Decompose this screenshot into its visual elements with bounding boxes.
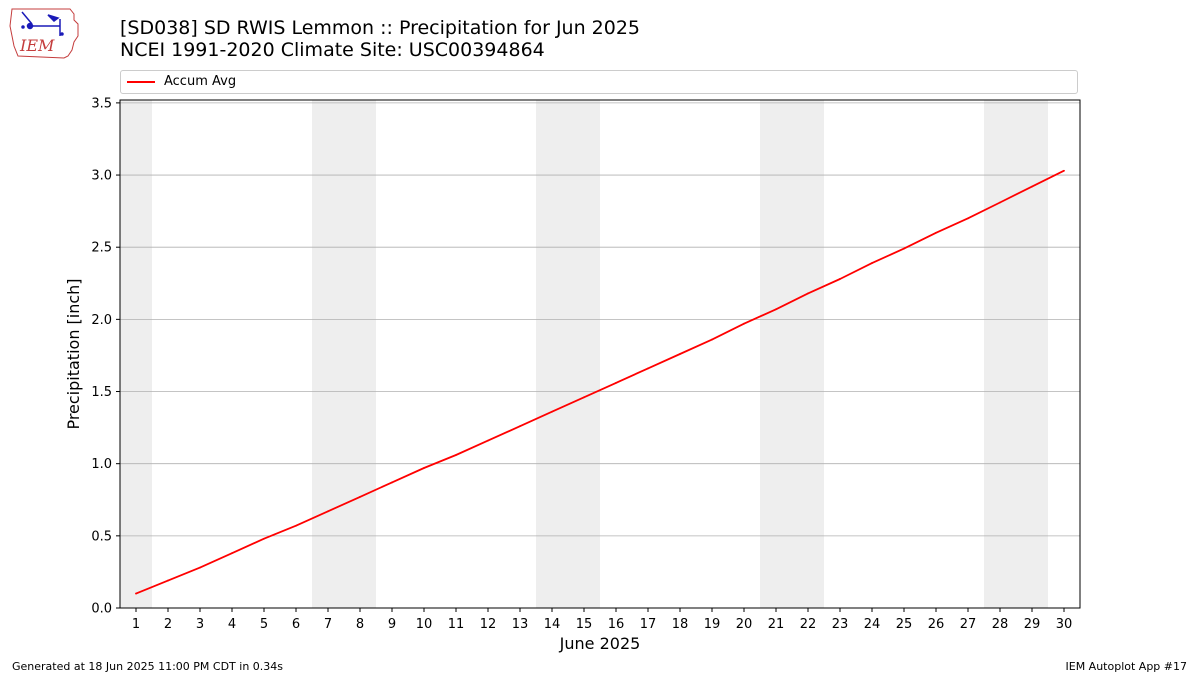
data-point [711,338,713,341]
x-tick-label: 12 [480,617,497,632]
y-tick-label: 3.0 [91,169,112,184]
x-tick-label: 19 [704,617,721,632]
chart-subtitle: NCEI 1991-2020 Climate Site: USC00394864 [120,39,545,61]
x-tick-label: 17 [640,617,657,632]
data-point [935,231,937,234]
y-tick-label: 2.5 [91,241,112,256]
data-point [423,467,425,469]
data-point [519,425,521,428]
x-tick-label: 13 [512,617,529,632]
y-tick-label: 2.0 [91,313,112,328]
weather-station-icon [21,11,64,36]
x-tick-label: 14 [544,617,561,632]
x-tick-label: 7 [324,617,332,632]
x-tick-label: 23 [832,617,849,632]
weekend-band [120,100,152,608]
legend-label: Accum Avg [164,74,237,89]
x-tick-label: 25 [896,617,913,632]
x-tick-label: 8 [356,617,364,632]
x-tick-label: 30 [1056,617,1073,632]
data-point [263,537,265,540]
data-point [743,322,745,325]
data-point [775,308,777,311]
x-tick-label: 28 [992,617,1009,632]
weekend-band [536,100,600,608]
x-tick-label: 4 [228,617,236,632]
series-line-accum-avg [135,169,1065,595]
data-point [839,278,841,280]
logo-text: IEM [19,36,55,55]
data-point [647,367,649,370]
data-point [327,510,329,513]
x-tick-label: 16 [608,617,625,632]
generated-note: Generated at 18 Jun 2025 11:00 PM CDT in… [12,660,284,673]
weekend-band [760,100,824,608]
x-tick-label: 24 [864,617,881,632]
legend-swatch [127,81,155,83]
data-point [999,201,1001,204]
x-tick-label: 1 [132,617,140,632]
iem-logo: IEM [9,8,79,59]
x-tick-label: 29 [1024,617,1041,632]
y-tick-label: 0.5 [91,529,112,544]
data-point [295,524,297,527]
chart-title: [SD038] SD RWIS Lemmon :: Precipitation … [120,17,641,39]
x-tick-label: 11 [448,617,465,632]
data-point [1031,185,1033,188]
x-tick-label: 9 [388,617,396,632]
data-point [679,353,681,355]
data-point [487,439,489,442]
data-point [391,481,393,484]
data-point [903,247,905,250]
data-point [871,262,873,264]
x-tick-label: 6 [292,617,300,632]
data-point [807,292,809,295]
x-tick-label: 2 [164,617,172,632]
x-tick-label: 20 [736,617,753,632]
weekend-band [312,100,376,608]
x-tick-label: 22 [800,617,817,632]
legend: Accum Avg [120,70,1078,94]
x-tick-label: 27 [960,617,977,632]
x-tick-label: 5 [260,617,268,632]
data-point [199,566,201,569]
x-axis-label: June 2025 [559,634,641,653]
data-point [615,381,617,384]
data-point [135,592,137,595]
x-tick-label: 10 [416,617,433,632]
app-label: IEM Autoplot App #17 [1065,660,1188,673]
x-tick-label: 21 [768,617,785,632]
y-axis-label: Precipitation [inch] [64,278,83,429]
data-point [455,454,457,456]
x-tick-label: 26 [928,617,945,632]
iowa-outline-icon [9,8,79,59]
x-tick-label: 18 [672,617,689,632]
y-tick-label: 0.0 [91,602,112,617]
data-point [1063,169,1065,172]
y-tick-label: 3.5 [91,96,112,111]
x-tick-label: 15 [576,617,593,632]
data-point [551,410,553,413]
plot-frame [119,99,1081,609]
data-point [231,552,233,555]
y-tick-label: 1.5 [91,385,112,400]
data-point [967,217,969,220]
weekend-band [984,100,1048,608]
y-tick-label: 1.0 [91,457,112,472]
x-tick-label: 3 [196,617,204,632]
data-point [583,396,585,399]
data-point [167,579,169,582]
data-point [359,495,361,498]
